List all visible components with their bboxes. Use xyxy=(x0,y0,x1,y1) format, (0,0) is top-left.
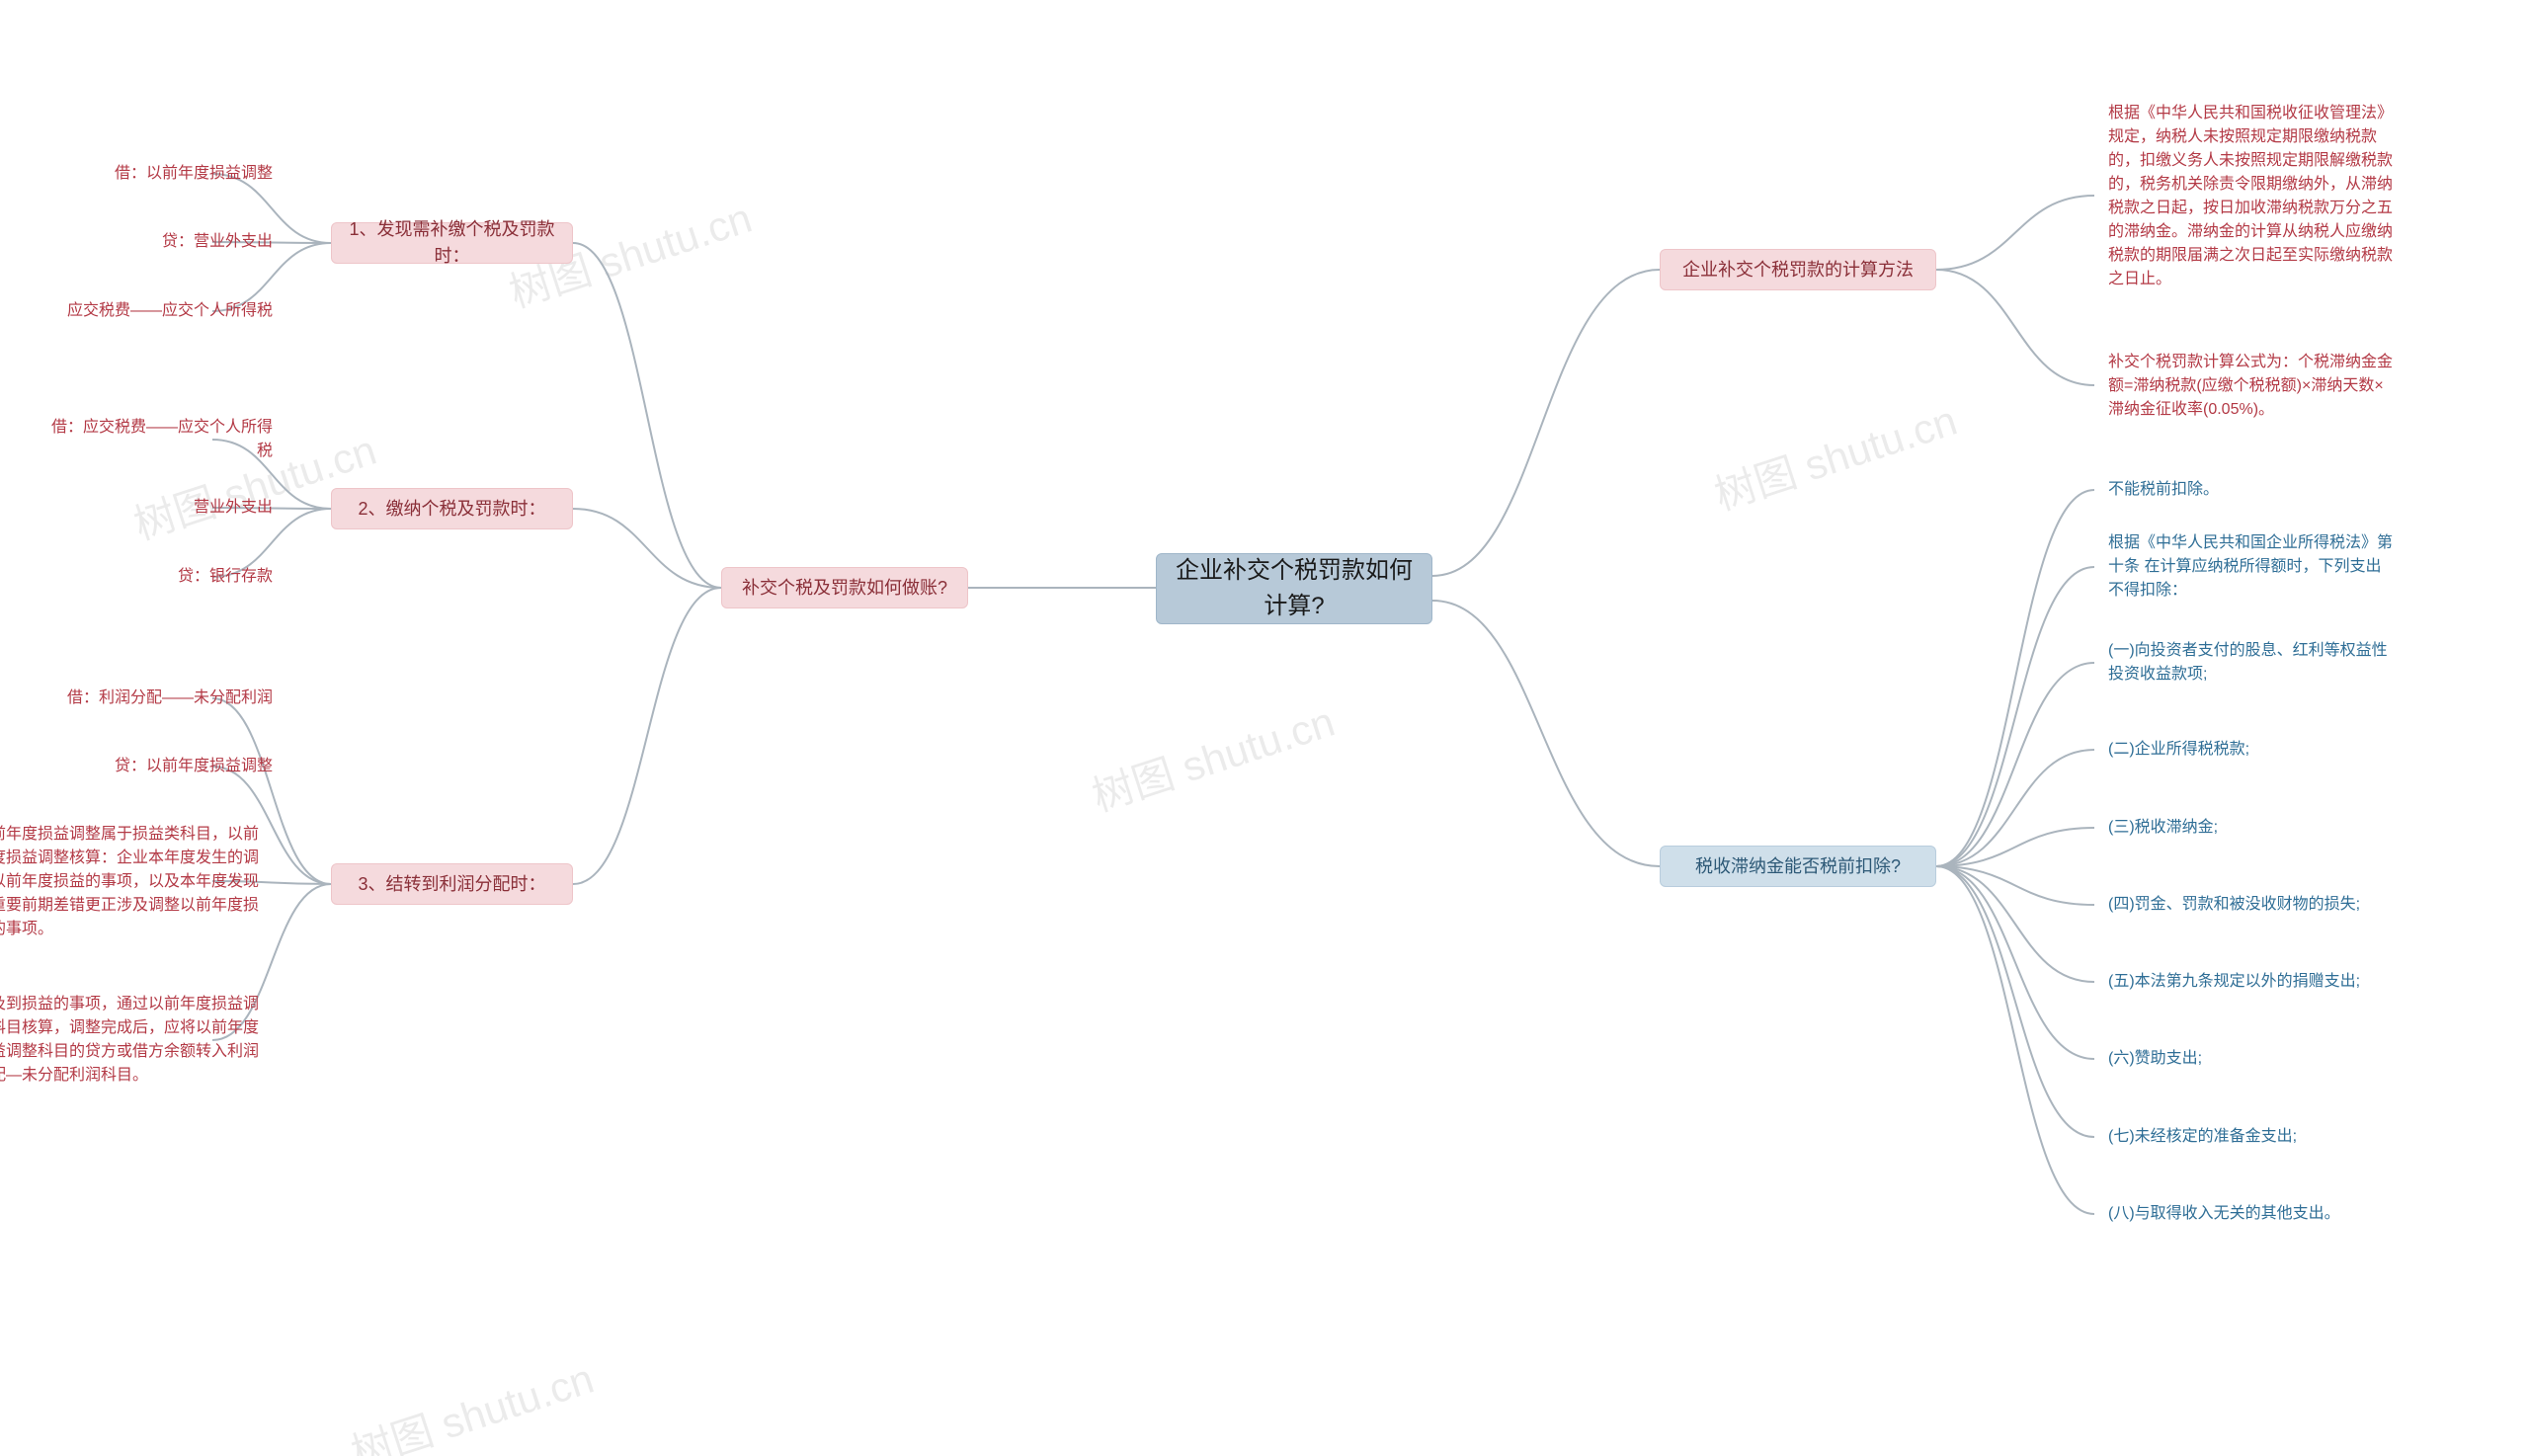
right-leaf: (五)本法第九条规定以外的捐赠支出; xyxy=(2094,965,2410,999)
left-leaf: 借：利润分配——未分配利润 xyxy=(0,681,286,716)
mindmap-canvas: 树图 shutu.cn 树图 shutu.cn 树图 shutu.cn 树图 s… xyxy=(0,0,2529,1456)
left-branch-accounting[interactable]: 补交个税及罚款如何做账? xyxy=(721,567,968,608)
right-leaf: 根据《中华人民共和国税收征收管理法》规定，纳税人未按照规定期限缴纳税款的，扣缴义… xyxy=(2094,119,2410,275)
left-leaf: 涉及到损益的事项，通过以前年度损益调整科目核算，调整完成后，应将以前年度损益调整… xyxy=(0,991,286,1090)
watermark: 树图 shutu.cn xyxy=(343,1345,601,1456)
right-branch-deductible[interactable]: 税收滞纳金能否税前扣除? xyxy=(1660,846,1936,887)
left-leaf: 以前年度损益调整属于损益类科目，以前年度损益调整核算：企业本年度发生的调整以前年… xyxy=(0,828,286,936)
watermark: 树图 shutu.cn xyxy=(1084,688,1342,824)
left-leaf: 借：应交税费——应交个人所得税 xyxy=(30,422,286,457)
left-leaf: 营业外支出 xyxy=(30,490,286,526)
watermark: 树图 shutu.cn xyxy=(1706,387,1964,523)
left-leaf: 贷：银行存款 xyxy=(30,559,286,595)
left-leaf: 应交税费——应交个人所得税 xyxy=(30,293,286,329)
left-leaf: 贷：营业外支出 xyxy=(30,224,286,260)
right-leaf: 补交个税罚款计算公式为：个税滞纳金金额=滞纳税款(应缴个税税额)×滞纳天数×滞纳… xyxy=(2094,348,2410,425)
right-leaf: (四)罚金、罚款和被没收财物的损失; xyxy=(2094,888,2410,922)
left-leaf: 借：以前年度损益调整 xyxy=(30,156,286,192)
left-sub-transfer[interactable]: 3、结转到利润分配时： xyxy=(331,863,573,905)
right-branch-penalty-calc[interactable]: 企业补交个税罚款的计算方法 xyxy=(1660,249,1936,290)
right-leaf: (二)企业所得税税款; xyxy=(2094,733,2410,767)
left-sub-discover[interactable]: 1、发现需补缴个税及罚款时： xyxy=(331,222,573,264)
right-leaf: (一)向投资者支付的股息、红利等权益性投资收益款项; xyxy=(2094,636,2410,689)
left-leaf: 贷：以前年度损益调整 xyxy=(0,749,286,784)
root-node[interactable]: 企业补交个税罚款如何计算? xyxy=(1156,553,1432,624)
right-leaf: 不能税前扣除。 xyxy=(2094,472,2410,508)
right-leaf: (六)赞助支出; xyxy=(2094,1042,2410,1076)
left-sub-pay[interactable]: 2、缴纳个税及罚款时： xyxy=(331,488,573,529)
right-leaf: (七)未经核定的准备金支出; xyxy=(2094,1120,2410,1154)
right-leaf: (八)与取得收入无关的其他支出。 xyxy=(2094,1197,2410,1231)
right-leaf: (三)税收滞纳金; xyxy=(2094,811,2410,845)
right-leaf: 根据《中华人民共和国企业所得税法》第十条 在计算应纳税所得额时，下列支出不得扣除… xyxy=(2094,537,2410,597)
